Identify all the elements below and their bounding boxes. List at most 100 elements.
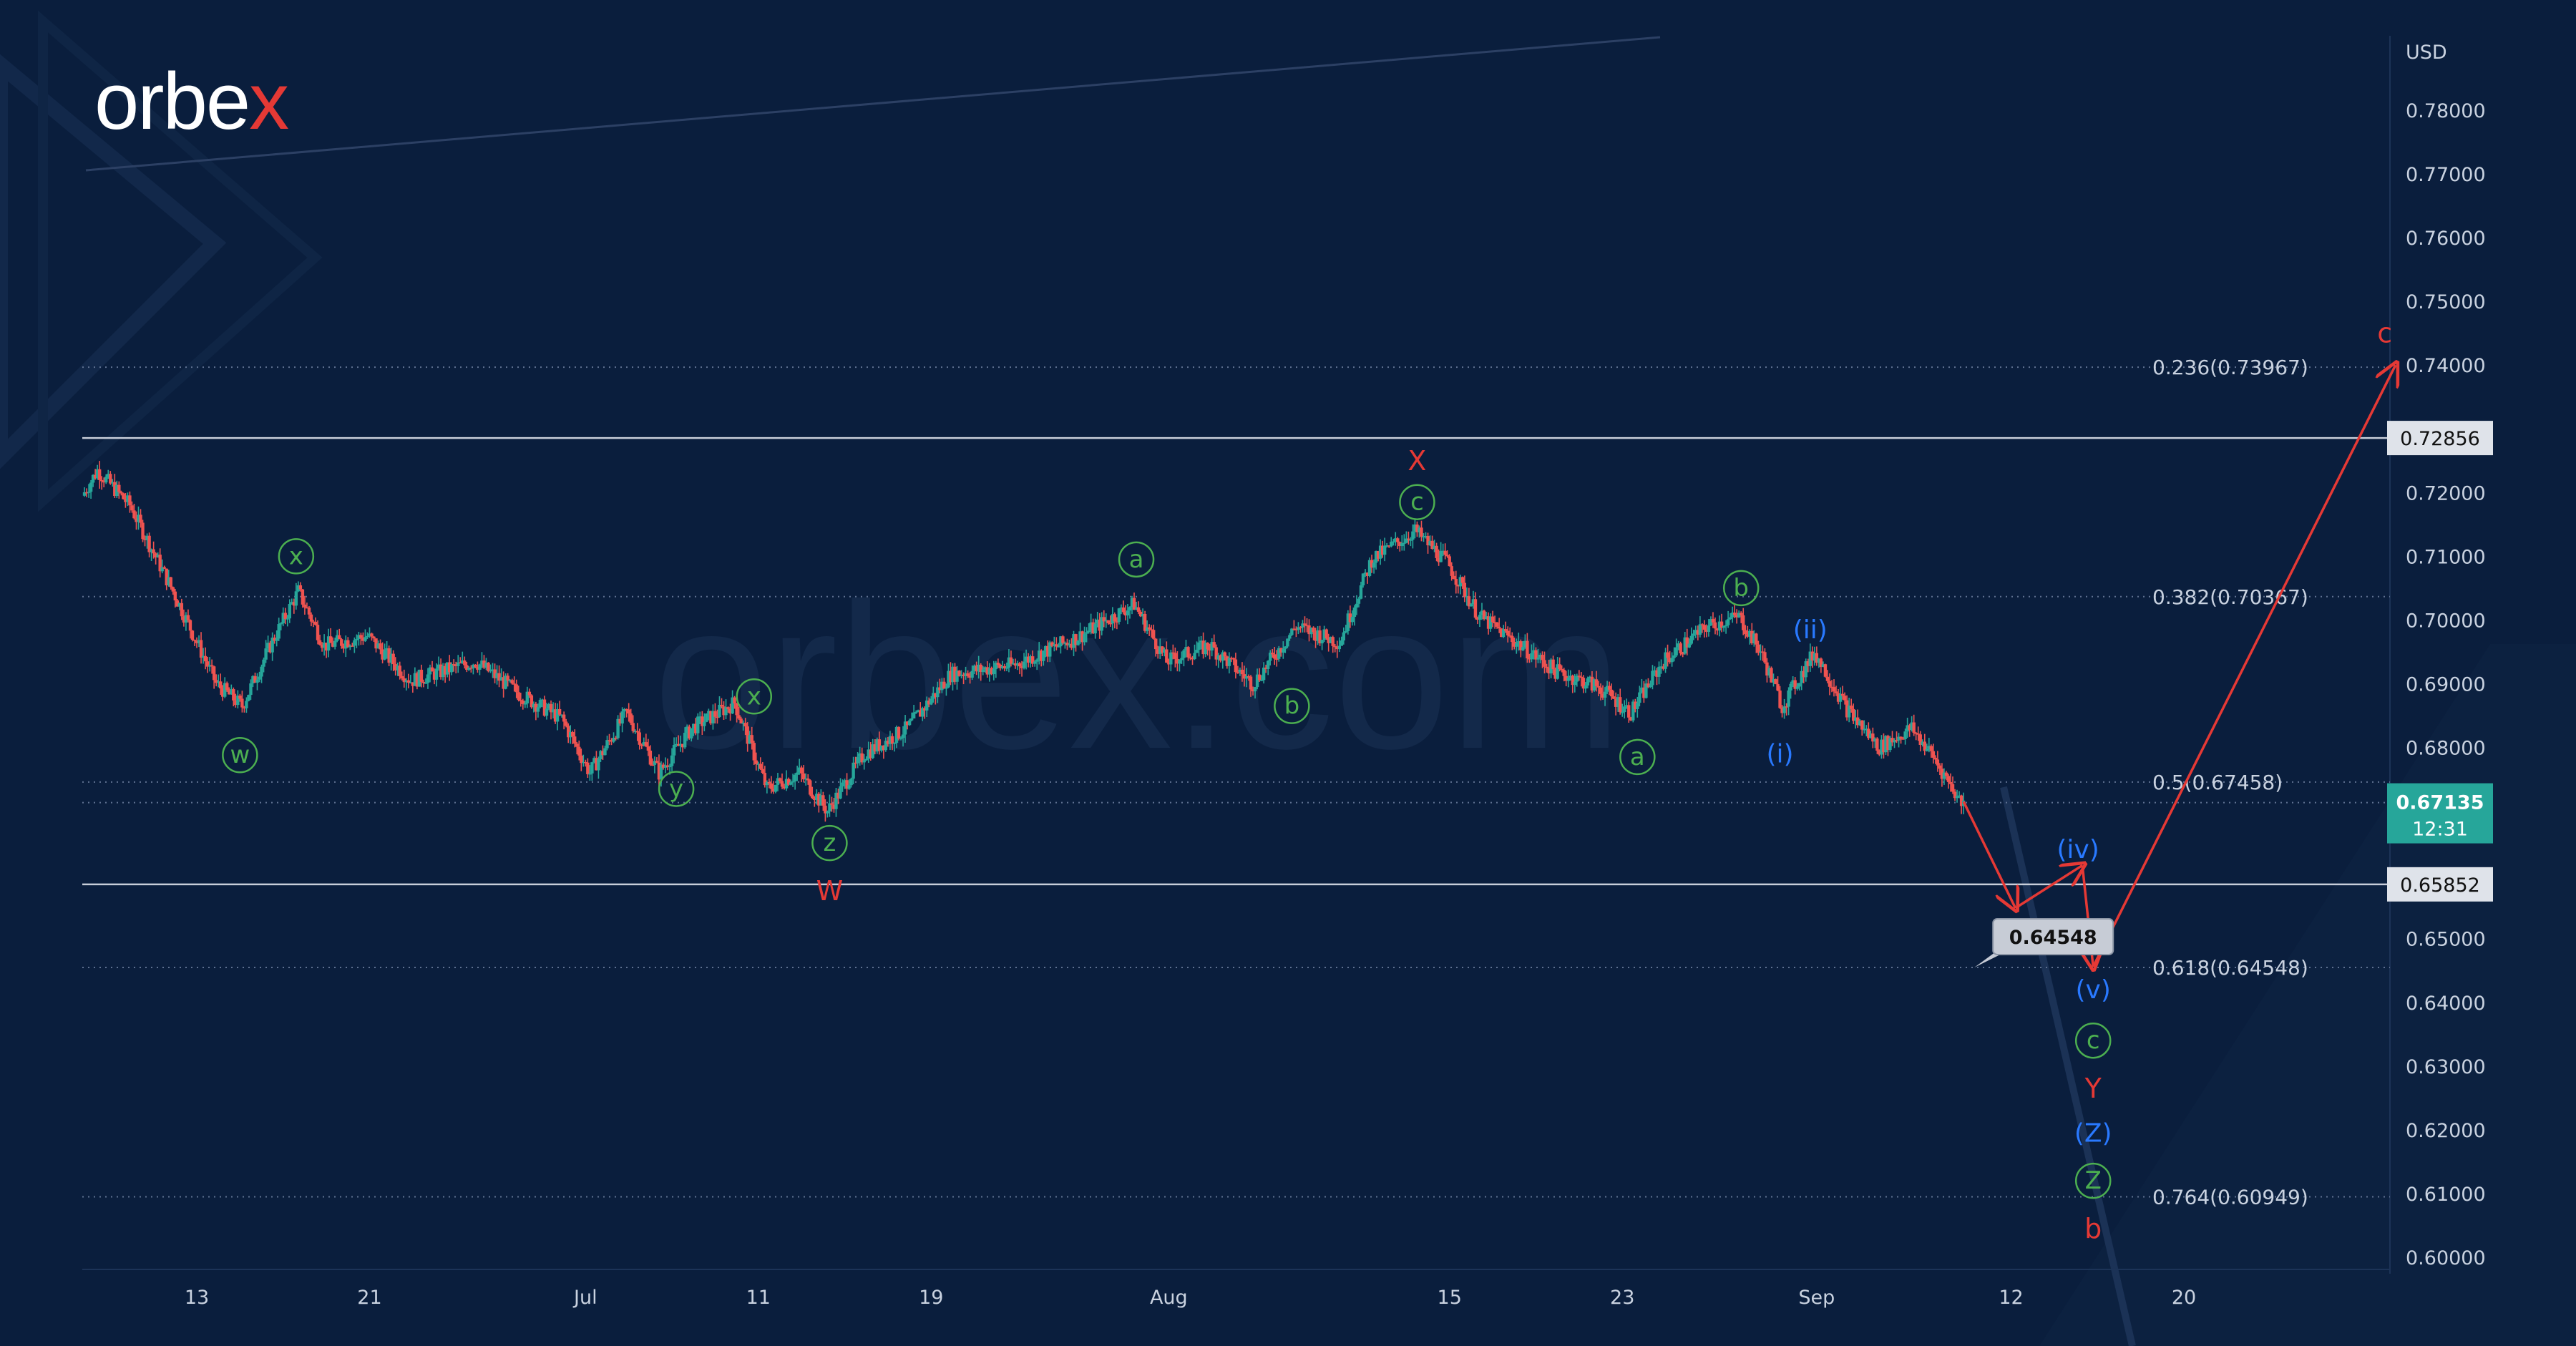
candle-body <box>1551 659 1555 670</box>
candle-body <box>359 635 363 638</box>
candle-body <box>1767 668 1771 676</box>
logo-wordmark: orbe <box>94 57 249 146</box>
candle-body <box>1659 666 1663 668</box>
candle-body <box>389 653 393 663</box>
candle-body <box>411 682 415 686</box>
candle-body <box>1405 538 1408 543</box>
candle-body <box>786 779 791 785</box>
candle-body <box>262 659 265 667</box>
candle-body <box>1022 661 1026 668</box>
candle-body <box>1711 619 1715 623</box>
candle-body <box>1253 687 1257 692</box>
candle-body <box>892 743 897 744</box>
candle-body <box>1441 550 1445 552</box>
candle-body <box>1074 634 1078 645</box>
candle-body <box>1409 540 1413 541</box>
candle-body <box>1136 607 1141 612</box>
candle-body <box>960 674 963 676</box>
candle-body <box>1499 628 1503 638</box>
candle-body <box>627 709 630 714</box>
candle-body <box>646 746 650 751</box>
candle-body <box>912 712 916 719</box>
candle-body <box>1374 551 1378 563</box>
candle-body <box>1873 738 1877 742</box>
candle-body <box>1640 687 1644 693</box>
candle-body <box>1795 686 1799 689</box>
current-price-badge: 0.67135 12:31 <box>2387 783 2493 844</box>
candle-body <box>718 704 721 717</box>
candle-body <box>243 707 246 709</box>
candle-body <box>357 635 361 639</box>
candle-body <box>1463 582 1467 598</box>
candle-body <box>1679 643 1682 653</box>
candle-body <box>1899 736 1903 739</box>
candle-body <box>1651 670 1654 686</box>
candle-body <box>1715 628 1719 631</box>
candle-body <box>1694 630 1698 634</box>
candle-body <box>1104 620 1108 622</box>
candle-body <box>1087 630 1091 633</box>
wave-label: (Z) <box>2074 1118 2112 1148</box>
candle-body <box>1692 633 1696 636</box>
candle-body <box>182 616 186 623</box>
candle-body <box>1040 650 1043 661</box>
candle-body <box>1631 701 1635 721</box>
wave-label: x <box>289 542 303 570</box>
candle-body <box>799 767 804 774</box>
candle-body <box>491 669 494 670</box>
time-axis: 13 21 Jul 11 19 Aug 15 23 Sep 12 20 <box>82 1269 2390 1309</box>
candle-body <box>1878 751 1881 755</box>
candle-body <box>1685 637 1689 648</box>
candle-body <box>618 718 622 724</box>
candle-body <box>1627 705 1631 718</box>
candle-body <box>1629 717 1633 721</box>
candle-body <box>430 667 434 672</box>
candle-body <box>992 669 996 675</box>
candle-body <box>1195 650 1199 653</box>
candle-body <box>255 679 259 683</box>
candle-body <box>1387 545 1391 547</box>
wave-label-circle <box>278 538 315 575</box>
candle-body <box>1176 658 1179 664</box>
candle-body <box>845 780 849 789</box>
candle-body <box>1344 631 1348 633</box>
candle-body <box>1787 690 1790 707</box>
candle-body <box>914 711 918 713</box>
candle-body <box>1601 693 1605 698</box>
candle-body <box>826 811 829 814</box>
candle-body <box>1426 536 1430 546</box>
candle-body <box>1638 692 1641 703</box>
wave-label-circle <box>736 678 773 715</box>
candle-body <box>754 760 758 764</box>
candle-body <box>1132 598 1136 610</box>
candle-body <box>849 779 853 786</box>
candle-body <box>1055 644 1058 647</box>
candle-body <box>1454 579 1458 585</box>
candle-body <box>1424 536 1428 537</box>
candle-body <box>867 749 870 759</box>
candle-body <box>1927 746 1931 749</box>
candle-body <box>1158 646 1162 654</box>
candle-body <box>1352 608 1357 618</box>
candle-body <box>1433 545 1436 550</box>
candle-body <box>560 714 564 716</box>
wave-label: b <box>1284 692 1300 721</box>
candle-body <box>661 764 665 768</box>
candle-body <box>739 718 743 723</box>
candle-body <box>298 585 303 590</box>
candle-body <box>1286 638 1289 647</box>
candle-body <box>260 666 263 677</box>
candle-body <box>1475 618 1480 620</box>
wave-label: b <box>2084 1213 2102 1244</box>
candle-body <box>817 794 821 806</box>
candle-body <box>746 726 749 744</box>
candle-body <box>279 623 283 625</box>
candle-body <box>130 505 134 511</box>
wave-label: Y <box>2084 1073 2102 1104</box>
candle-body <box>530 695 534 708</box>
candle-body <box>769 783 774 789</box>
candle-body <box>1808 651 1813 666</box>
candle-body <box>879 745 884 751</box>
candle-body <box>1182 650 1186 658</box>
